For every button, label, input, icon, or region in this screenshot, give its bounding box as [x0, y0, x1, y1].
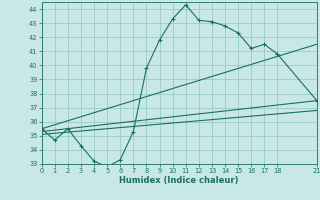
X-axis label: Humidex (Indice chaleur): Humidex (Indice chaleur): [119, 176, 239, 185]
